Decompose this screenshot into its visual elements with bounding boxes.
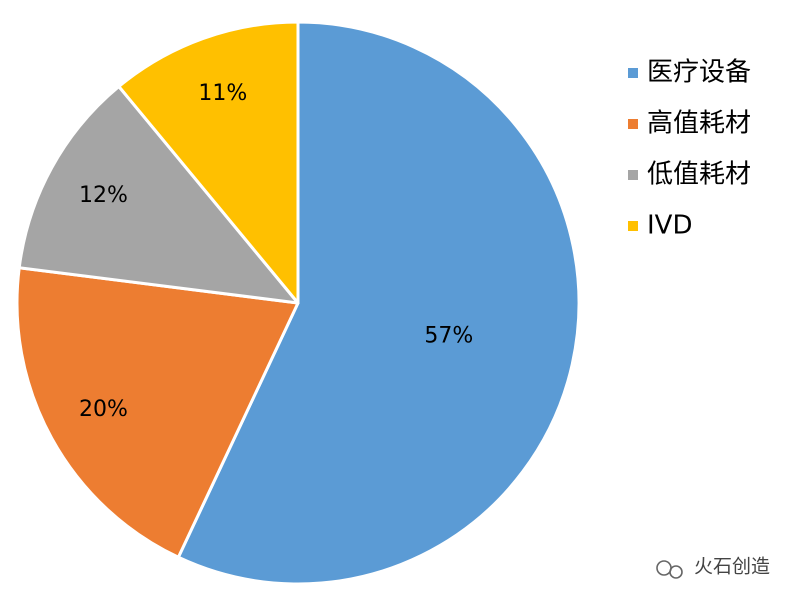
value-label: 57% bbox=[424, 324, 473, 349]
pie-slice bbox=[17, 84, 300, 305]
pie-slice bbox=[15, 266, 300, 559]
legend-label: 高值耗材 bbox=[647, 109, 751, 139]
watermark: 火石创造 bbox=[694, 556, 770, 578]
legend-marker bbox=[628, 68, 638, 78]
watermark-icon bbox=[656, 560, 683, 579]
legend-marker bbox=[628, 170, 638, 180]
legend-label: 医疗设备 bbox=[647, 58, 751, 88]
value-label: 11% bbox=[198, 81, 247, 106]
pie-slice bbox=[117, 20, 300, 305]
legend-marker bbox=[628, 119, 638, 129]
value-label: 20% bbox=[79, 397, 128, 422]
legend-label: IVD bbox=[647, 211, 692, 241]
value-label: 12% bbox=[79, 183, 128, 208]
legend-marker bbox=[628, 221, 638, 231]
pie-slice bbox=[176, 20, 581, 586]
legend-label: 低值耗材 bbox=[647, 160, 751, 190]
pie: 57% 20% 12% 11% bbox=[15, 20, 581, 586]
